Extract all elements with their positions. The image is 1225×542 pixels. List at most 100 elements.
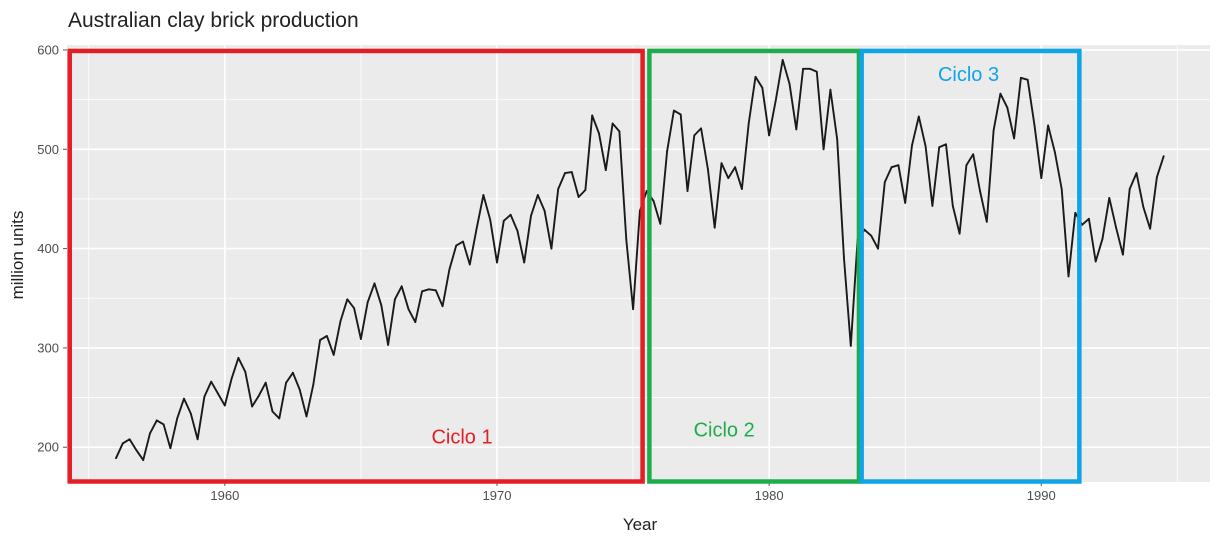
data-point — [754, 75, 757, 78]
data-point — [1074, 211, 1077, 214]
data-point — [700, 127, 702, 130]
data-point — [305, 415, 308, 418]
data-point — [822, 148, 825, 151]
data-point — [1149, 227, 1151, 230]
data-point — [516, 229, 519, 232]
data-point — [400, 285, 403, 288]
data-point — [468, 263, 471, 266]
data-point — [428, 288, 430, 291]
series-layer — [115, 58, 1165, 462]
data-point — [482, 194, 485, 196]
data-point — [917, 115, 920, 118]
data-point — [1156, 176, 1158, 179]
plot-panel — [67, 45, 1210, 482]
data-point — [591, 114, 594, 117]
data-point — [115, 457, 117, 460]
x-axis: 1960 1970 1980 1990 — [210, 482, 1056, 503]
data-point — [747, 122, 750, 125]
cycle-box-3 — [859, 48, 1082, 484]
data-point — [462, 240, 464, 243]
data-point — [162, 423, 165, 426]
data-point — [795, 128, 798, 131]
data-point — [870, 234, 873, 237]
data-point — [1020, 76, 1022, 79]
data-point — [169, 447, 172, 450]
data-point — [339, 320, 342, 322]
data-point — [707, 168, 709, 171]
data-point — [1122, 253, 1124, 256]
data-point — [1081, 223, 1083, 226]
data-point — [1094, 260, 1097, 263]
data-point — [564, 172, 566, 175]
data-point — [264, 381, 267, 384]
data-point — [761, 86, 764, 89]
data-point — [489, 218, 492, 221]
data-point — [1054, 151, 1056, 154]
y-tick-label: 300 — [37, 340, 59, 355]
data-point — [1060, 188, 1063, 190]
cycle-label-2: Ciclo 2 — [694, 420, 755, 442]
data-point — [904, 202, 907, 204]
x-tick-label: 1990 — [1027, 488, 1056, 503]
data-point — [278, 417, 281, 420]
data-point — [951, 205, 954, 207]
data-point — [931, 205, 934, 207]
data-point — [475, 227, 478, 230]
data-point — [346, 298, 349, 301]
data-point — [836, 138, 839, 141]
data-point — [1162, 155, 1165, 158]
data-point — [809, 67, 811, 70]
data-point — [496, 261, 498, 264]
data-point — [652, 200, 655, 202]
data-point — [128, 438, 131, 441]
data-point — [863, 228, 866, 231]
cycle-annotations: Ciclo 1 Ciclo 2 Ciclo 3 — [67, 48, 1082, 484]
data-point — [618, 130, 621, 133]
data-point — [945, 143, 947, 146]
data-point — [196, 438, 199, 441]
data-point — [285, 381, 287, 384]
data-point — [829, 88, 832, 91]
data-point — [999, 92, 1002, 95]
data-point — [1033, 124, 1036, 127]
data-point — [237, 357, 240, 359]
data-point — [924, 145, 927, 148]
cycle-box-1 — [67, 48, 645, 484]
data-point — [1013, 137, 1015, 140]
data-point — [584, 189, 587, 191]
data-point — [1088, 217, 1090, 220]
data-point — [210, 380, 213, 383]
data-point — [557, 188, 560, 190]
data-point — [1006, 106, 1009, 109]
data-point — [298, 388, 301, 391]
y-tick-label: 600 — [37, 42, 59, 57]
data-point — [373, 282, 376, 285]
data-point — [768, 134, 770, 137]
data-point — [258, 394, 260, 397]
data-point — [223, 404, 226, 407]
data-point — [380, 304, 383, 307]
data-point — [890, 166, 893, 169]
data-point — [741, 188, 743, 190]
data-point — [121, 442, 124, 445]
data-point — [686, 190, 689, 192]
y-tick-label: 200 — [37, 440, 59, 455]
cycle-label-1: Ciclo 1 — [431, 427, 492, 449]
data-point — [693, 134, 696, 137]
data-point — [673, 109, 675, 112]
data-point — [441, 305, 444, 308]
data-point — [843, 257, 845, 260]
data-point — [877, 247, 879, 250]
data-point — [775, 98, 777, 101]
data-point — [611, 122, 614, 125]
data-point — [434, 289, 437, 292]
data-point — [176, 417, 179, 420]
data-point — [407, 308, 410, 311]
data-point — [883, 181, 886, 184]
data-point — [155, 419, 158, 422]
data-point — [679, 113, 682, 116]
x-tick-label: 1980 — [755, 488, 784, 503]
data-point — [979, 190, 981, 192]
data-point — [815, 70, 818, 73]
cycle-box-2 — [647, 48, 862, 484]
